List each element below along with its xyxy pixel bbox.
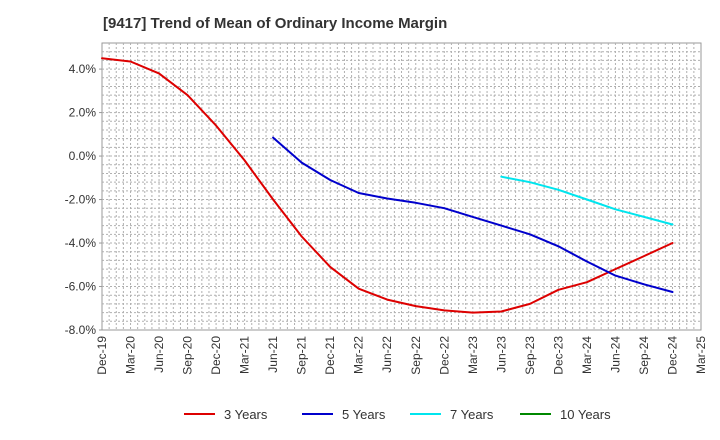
- x-tick-label: Sep-20: [181, 336, 195, 375]
- x-tick-label: Jun-20: [152, 336, 166, 373]
- x-tick-label: Sep-21: [295, 336, 309, 375]
- x-tick-label: Mar-20: [124, 336, 138, 374]
- series-line-7-years: [500, 175, 674, 226]
- y-tick-label: 2.0%: [69, 106, 97, 120]
- y-tick-label: -2.0%: [65, 193, 97, 207]
- legend-label: 7 Years: [450, 407, 494, 422]
- x-tick-label: Sep-22: [409, 336, 423, 375]
- series-line-3-years: [101, 57, 674, 314]
- x-tick-label: Jun-21: [266, 336, 280, 373]
- x-tick-label: Sep-23: [523, 336, 537, 375]
- legend: 3 Years 5 Years 7 Years 10 Years: [184, 407, 611, 422]
- x-tick-label: Jun-23: [494, 336, 508, 373]
- series-lines: [101, 57, 674, 314]
- x-tick-label: Mar-25: [694, 336, 708, 374]
- x-tick-label: Dec-24: [665, 336, 679, 375]
- x-tick-label: Mar-23: [466, 336, 480, 374]
- series-line-5-years: [272, 136, 674, 293]
- legend-label: 3 Years: [224, 407, 268, 422]
- x-tick-labels: Dec-19 Mar-20 Jun-20 Sep-20 Dec-20 Mar-21 Jun-…: [95, 336, 708, 375]
- chart-title: [9417] Trend of Mean of Ordinary Income …: [103, 15, 448, 32]
- y-tick-label: 0.0%: [69, 149, 97, 163]
- legend-label: 5 Years: [342, 407, 386, 422]
- x-tick-label: Sep-24: [637, 336, 651, 375]
- x-tick-label: Dec-22: [437, 336, 451, 375]
- y-tick-label: -8.0%: [65, 323, 97, 337]
- y-tick-label: -4.0%: [65, 236, 97, 250]
- y-tick-label: 4.0%: [69, 62, 97, 76]
- x-tick-label: Mar-24: [580, 336, 594, 374]
- plot-area: [101, 42, 702, 331]
- y-tick-labels: 4.0% 2.0% 0.0% -2.0% -4.0% -6.0% -8.0%: [65, 62, 102, 337]
- legend-label: 10 Years: [560, 407, 611, 422]
- x-tick-label: Dec-20: [209, 336, 223, 375]
- y-tick-label: -6.0%: [65, 280, 97, 294]
- x-tick-label: Dec-19: [95, 336, 109, 375]
- x-tick-label: Dec-21: [323, 336, 337, 375]
- x-tick-label: Jun-22: [380, 336, 394, 373]
- x-tick-label: Mar-21: [238, 336, 252, 374]
- x-tick-label: Mar-22: [352, 336, 366, 374]
- x-tick-label: Dec-23: [551, 336, 565, 375]
- x-tick-label: Jun-24: [608, 336, 622, 373]
